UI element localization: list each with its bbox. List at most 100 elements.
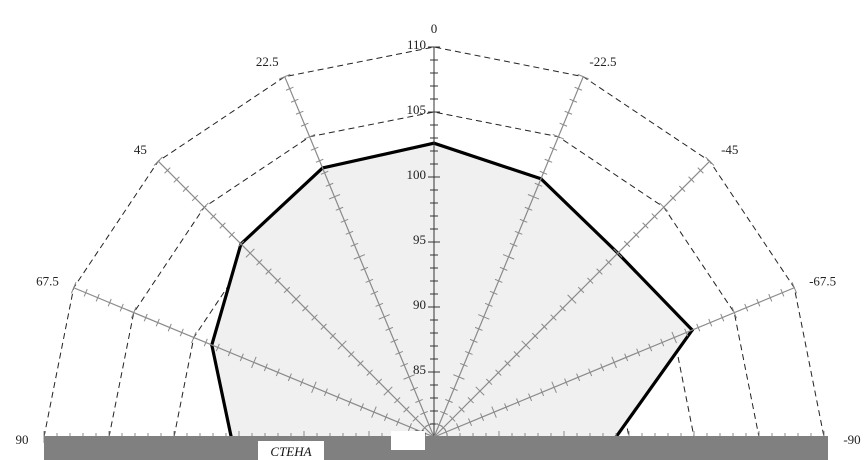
- spoke-tick-67_5-87: [347, 398, 352, 407]
- spoke-tick-22_5-105: [303, 133, 316, 140]
- spoke-tick-67_5-110: [70, 282, 77, 294]
- spoke-tick-m22_5-91: [484, 302, 493, 307]
- spoke-tick-22_5-85: [403, 374, 415, 380]
- spoke-tick-m22_5-86: [459, 362, 468, 367]
- spoke-tick-m67_5-94: [600, 363, 605, 372]
- spoke-tick-67_5-85: [371, 406, 377, 418]
- spoke-tick-m67_5-96: [624, 353, 629, 362]
- spoke-tick-67_5-96: [239, 353, 244, 362]
- spoke-tick-m67_5-100: [671, 331, 677, 344]
- spoke-tick-67_5-92: [287, 373, 292, 382]
- spoke-tick-22_5-96: [350, 242, 359, 247]
- spoke-tick-67_5-88: [335, 393, 340, 402]
- spoke-tick-45-97: [274, 277, 281, 284]
- spoke-tick-m67_5-85: [491, 406, 497, 418]
- spoke-tick-45-84: [394, 397, 401, 404]
- spoke-tick-m45-96: [577, 286, 585, 294]
- spoke-tick-m22_5-99: [524, 206, 533, 211]
- angle-tick-label-90: 90: [16, 432, 29, 447]
- spoke-tick-22_5-82: [420, 410, 428, 415]
- spoke-tick-22_5-110: [279, 73, 291, 80]
- spoke-tick-m67_5-82: [456, 423, 461, 431]
- spoke-tick-m67_5-88: [528, 393, 533, 402]
- spoke-tick-67_5-106: [119, 303, 124, 312]
- spoke-tick-45-83: [403, 406, 410, 413]
- spoke-tick-m45-85: [475, 386, 485, 396]
- spoke-tick-m22_5-93: [494, 278, 503, 283]
- spoke-tick-67_5-84: [383, 413, 388, 421]
- spoke-tick-m45-98: [596, 268, 603, 275]
- radial-tick-label-105: 105: [407, 102, 427, 117]
- radial-tick-label-110: 110: [407, 37, 426, 52]
- spoke-tick-m22_5-96: [509, 242, 518, 247]
- spoke-tick-m67_5-87: [516, 398, 521, 407]
- spoke-tick-m22_5-101: [534, 182, 543, 187]
- spoke-tick-m22_5-97: [514, 230, 523, 235]
- spoke-tick-22_5-90: [378, 314, 390, 320]
- spoke-tick-45-106: [191, 194, 199, 202]
- spoke-tick-m45-90: [521, 340, 531, 350]
- spoke-tick-m22_5-107: [564, 110, 573, 115]
- spoke-tick-22_5-95: [353, 254, 366, 260]
- spoke-tick-m67_5-90: [551, 381, 557, 393]
- origin-label-box: [391, 431, 425, 450]
- spoke-tick-m22_5-90: [478, 314, 490, 320]
- spoke-tick-45-102: [228, 231, 235, 238]
- spoke-tick-45-100: [245, 248, 255, 258]
- spoke-tick-45-82: [412, 415, 419, 422]
- spoke-tick-45-107: [182, 185, 189, 192]
- spoke-tick-m67_5-110: [791, 282, 798, 294]
- spoke-tick-m45-102: [633, 231, 640, 238]
- spoke-tick-m45-92: [541, 323, 548, 330]
- spoke-tick-m67_5-83: [468, 418, 473, 426]
- spoke-tick-m22_5-102: [539, 170, 548, 175]
- radial-tick-label-100: 100: [407, 167, 427, 182]
- label-layer: 808590951001051109067.54522.50-22.5-45-6…: [16, 21, 861, 447]
- spoke-tick-45-94: [302, 305, 309, 312]
- radial-tick-label-95: 95: [413, 232, 426, 247]
- spoke-tick-67_5-86: [359, 403, 364, 412]
- spoke-tick-m45-89: [513, 351, 520, 358]
- spoke-tick-22_5-104: [310, 146, 319, 151]
- spoke-tick-22_5-91: [375, 302, 384, 307]
- grid-ring-105: [108, 111, 760, 438]
- spoke-tick-67_5-83: [395, 418, 400, 426]
- spoke-tick-m67_5-108: [768, 293, 773, 302]
- spoke-tick-45-103: [219, 222, 226, 229]
- angle-tick-label-0: 0: [431, 21, 438, 36]
- spoke-tick-22_5-99: [335, 206, 344, 211]
- spoke-tick-m22_5-109: [574, 86, 583, 91]
- spoke-tick-67_5-94: [263, 363, 268, 372]
- spoke-tick-45-109: [164, 167, 171, 174]
- angle-tick-label-m22_5: -22.5: [589, 54, 616, 69]
- spoke-tick-67_5-100: [191, 331, 197, 344]
- spoke-tick-m22_5-104: [549, 146, 558, 151]
- radial-tick-label-90: 90: [413, 297, 426, 312]
- spoke-tick-22_5-106: [300, 122, 309, 127]
- spoke-tick-m45-105: [659, 202, 669, 212]
- spoke-tick-22_5-89: [385, 326, 394, 331]
- spoke-tick-45-87: [366, 369, 373, 376]
- angle-tick-label-m67_5: -67.5: [809, 274, 836, 289]
- spoke-tick-m22_5-94: [499, 266, 508, 271]
- spoke-tick-67_5-103: [155, 318, 160, 327]
- spoke-tick-67_5-104: [143, 313, 148, 322]
- spoke-tick-m45-91: [531, 332, 539, 340]
- spoke-tick-22_5-97: [345, 230, 354, 235]
- spoke-tick-m22_5-108: [569, 98, 578, 103]
- spoke-tick-m45-109: [697, 167, 704, 174]
- angle-tick-label-m45: -45: [721, 142, 738, 157]
- spoke-tick-67_5-98: [215, 343, 220, 352]
- spoke-tick-m45-108: [688, 176, 695, 183]
- wall-bar: [44, 436, 828, 460]
- angle-tick-label-m90: -90: [843, 432, 860, 447]
- spoke-tick-45-90: [337, 340, 347, 350]
- spoke-tick-45-91: [329, 332, 337, 340]
- spoke-tick-m67_5-109: [780, 288, 785, 297]
- spoke-tick-22_5-108: [290, 98, 299, 103]
- spoke-tick-m67_5-105: [731, 306, 738, 319]
- spoke-tick-22_5-83: [415, 398, 423, 403]
- spoke-tick-m67_5-107: [756, 298, 761, 307]
- spoke-tick-m45-97: [587, 277, 594, 284]
